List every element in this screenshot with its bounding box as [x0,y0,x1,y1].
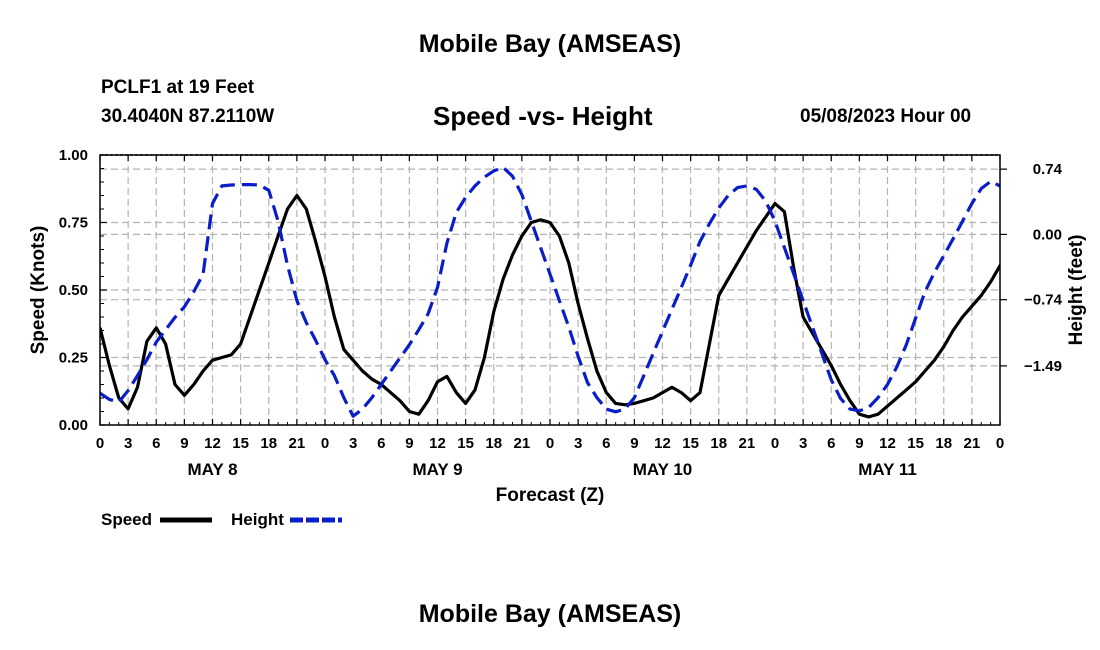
legend-label-height: Height [231,510,284,529]
y-tick-label: 0.75 [59,215,88,232]
y-tick-label: 0.00 [59,417,88,434]
x-tick-label: 6 [827,435,835,452]
x-tick-label: 15 [232,435,249,452]
legend: Speed Height [101,510,342,529]
x-tick-label: 9 [855,435,863,452]
x-axis-title: Forecast (Z) [496,485,605,506]
forecast-run-time: 05/08/2023 Hour 00 [800,106,972,127]
y-right-tick-label: 0.74 [1033,161,1063,178]
x-tick-label: 12 [429,435,446,452]
y-axis-title: Speed (Knots) [28,226,49,355]
x-tick-label: 3 [124,435,132,452]
x-tick-label: 6 [152,435,160,452]
y-right-tick-label: −0.74 [1024,292,1063,309]
x-tick-label: 21 [289,435,306,452]
y-tick-label: 0.50 [59,282,88,299]
footer-title: Mobile Bay (AMSEAS) [418,600,682,628]
x-tick-label: 21 [739,435,756,452]
x-tick-label: 9 [630,435,638,452]
x-tick-label: 3 [574,435,582,452]
series-group [100,165,1000,419]
x-tick-label: 0 [546,435,554,452]
y-right-tick-label: −1.49 [1024,358,1062,375]
x-tick-label: 12 [879,435,896,452]
y-tick-label: 0.25 [59,350,88,367]
y-tick-label: 1.00 [59,147,88,164]
x-tick-label: 9 [180,435,188,452]
page-title: Mobile Bay (AMSEAS) [418,30,682,58]
x-tick-label: 3 [349,435,357,452]
x-tick-label: 6 [377,435,385,452]
x-tick-label: 18 [260,435,277,452]
x-tick-label: 6 [602,435,610,452]
chart-title: Speed -vs- Height [433,101,653,131]
x-tick-label: 15 [682,435,699,452]
x-tick-label: 0 [96,435,104,452]
x-tick-label: 18 [710,435,727,452]
series-line-height [100,165,1000,418]
series-line-speed [100,193,1000,419]
x-tick-label: 0 [996,435,1004,452]
grid [100,155,1000,425]
x-tick-label: 3 [799,435,807,452]
x-tick-label: 15 [457,435,474,452]
x-tick-label: 18 [485,435,502,452]
x-tick-label: 15 [907,435,924,452]
x-tick-label: 0 [771,435,779,452]
day-label: MAY 8 [187,460,237,479]
legend-label-speed: Speed [101,510,152,529]
y-right-tick-label: 0.00 [1033,226,1062,243]
station-coordinates: 30.4040N 87.2110W [101,106,275,127]
x-tick-label: 9 [405,435,413,452]
x-tick-label: 18 [935,435,952,452]
x-tick-label: 21 [514,435,531,452]
axes [99,154,1007,426]
station-label: PCLF1 at 19 Feet [101,77,255,98]
day-label: MAY 10 [633,460,693,479]
x-tick-label: 0 [321,435,329,452]
day-label: MAY 9 [412,460,462,479]
axis-labels: 0 3 6 9 12 15 18 21 0 3 6 9 12 15 18 21 0 3 6 9 12 15 18 21 0 3 6 9… [28,147,1087,506]
day-label: MAY 11 [858,460,917,479]
y-axis-title-right: Height (feet) [1066,235,1087,346]
x-tick-label: 21 [964,435,981,452]
x-tick-label: 12 [204,435,221,452]
x-tick-label: 12 [654,435,671,452]
